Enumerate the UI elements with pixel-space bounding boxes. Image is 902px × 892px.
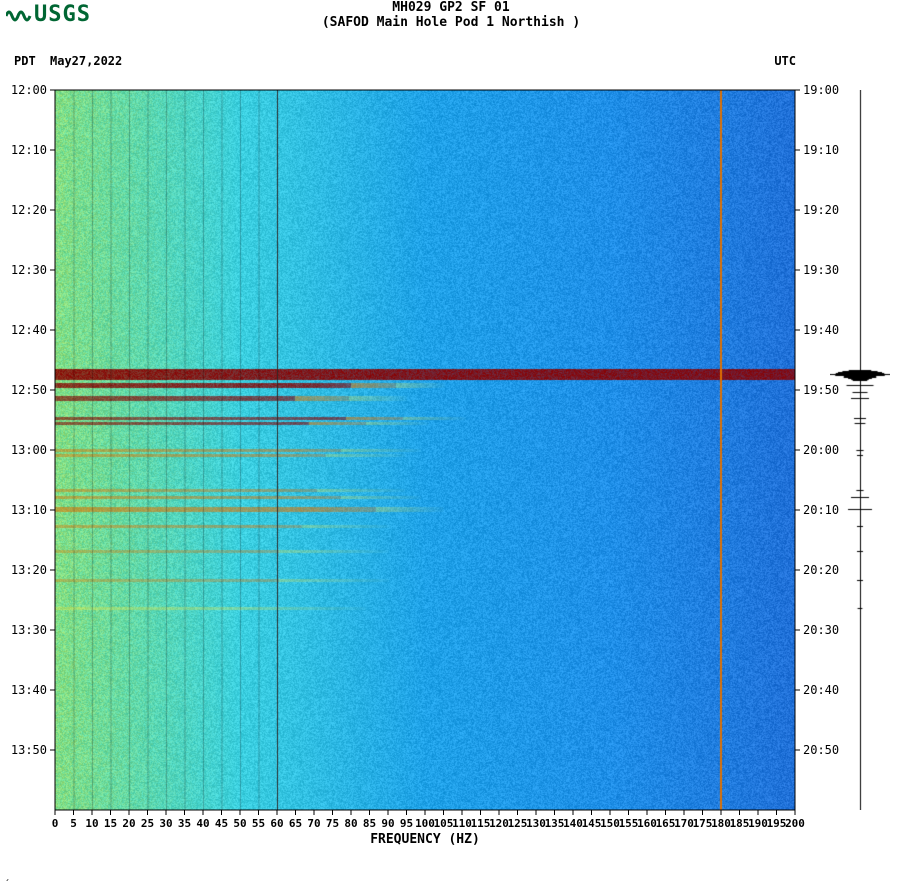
- svg-text:185: 185: [730, 817, 750, 830]
- svg-text:115: 115: [471, 817, 491, 830]
- svg-text:12:20: 12:20: [11, 203, 47, 217]
- svg-text:12:10: 12:10: [11, 143, 47, 157]
- svg-text:0: 0: [52, 817, 59, 830]
- svg-text:13:30: 13:30: [11, 623, 47, 637]
- svg-text:100: 100: [415, 817, 435, 830]
- svg-text:170: 170: [674, 817, 694, 830]
- svg-text:60: 60: [270, 817, 283, 830]
- svg-text:155: 155: [619, 817, 639, 830]
- svg-text:195: 195: [767, 817, 787, 830]
- svg-text:10: 10: [85, 817, 98, 830]
- svg-text:13:10: 13:10: [11, 503, 47, 517]
- svg-text:12:30: 12:30: [11, 263, 47, 277]
- svg-text:65: 65: [289, 817, 302, 830]
- svg-text:13:20: 13:20: [11, 563, 47, 577]
- svg-text:30: 30: [159, 817, 172, 830]
- svg-text:25: 25: [141, 817, 154, 830]
- svg-text:80: 80: [344, 817, 357, 830]
- utc-label: UTC: [774, 54, 796, 68]
- svg-text:13:50: 13:50: [11, 743, 47, 757]
- svg-text:160: 160: [637, 817, 657, 830]
- svg-text:140: 140: [563, 817, 583, 830]
- svg-text:180: 180: [711, 817, 731, 830]
- svg-text:45: 45: [215, 817, 228, 830]
- svg-text:13:00: 13:00: [11, 443, 47, 457]
- chart-title-line2: (SAFOD Main Hole Pod 1 Northish ): [0, 15, 902, 30]
- svg-text:13:40: 13:40: [11, 683, 47, 697]
- svg-text:75: 75: [326, 817, 339, 830]
- svg-text:12:00: 12:00: [11, 83, 47, 97]
- svg-text:85: 85: [363, 817, 376, 830]
- svg-text:12:50: 12:50: [11, 383, 47, 397]
- spectrogram-plot: [55, 90, 795, 810]
- svg-text:145: 145: [582, 817, 602, 830]
- svg-text:190: 190: [748, 817, 768, 830]
- svg-text:50: 50: [233, 817, 246, 830]
- date-label: May27,2022: [50, 54, 122, 68]
- svg-text:165: 165: [656, 817, 676, 830]
- svg-text:95: 95: [400, 817, 413, 830]
- svg-text:105: 105: [434, 817, 454, 830]
- svg-text:200: 200: [785, 817, 805, 830]
- svg-text:12:40: 12:40: [11, 323, 47, 337]
- svg-text:90: 90: [381, 817, 394, 830]
- svg-text:15: 15: [104, 817, 117, 830]
- svg-text:70: 70: [307, 817, 320, 830]
- svg-text:130: 130: [526, 817, 546, 830]
- pdt-label: PDT: [14, 54, 36, 68]
- svg-text:55: 55: [252, 817, 265, 830]
- x-axis-label: FREQUENCY (HZ): [55, 832, 795, 847]
- svg-text:125: 125: [508, 817, 528, 830]
- svg-text:110: 110: [452, 817, 472, 830]
- svg-text:150: 150: [600, 817, 620, 830]
- svg-text:5: 5: [70, 817, 77, 830]
- svg-text:120: 120: [489, 817, 509, 830]
- svg-text:40: 40: [196, 817, 209, 830]
- chart-title-line1: MH029 GP2 SF 01: [0, 0, 902, 15]
- svg-text:20: 20: [122, 817, 135, 830]
- page-corner-mark: ´: [4, 879, 10, 890]
- svg-text:175: 175: [693, 817, 713, 830]
- amplitude-trace: [830, 90, 890, 810]
- svg-text:35: 35: [178, 817, 191, 830]
- svg-text:135: 135: [545, 817, 565, 830]
